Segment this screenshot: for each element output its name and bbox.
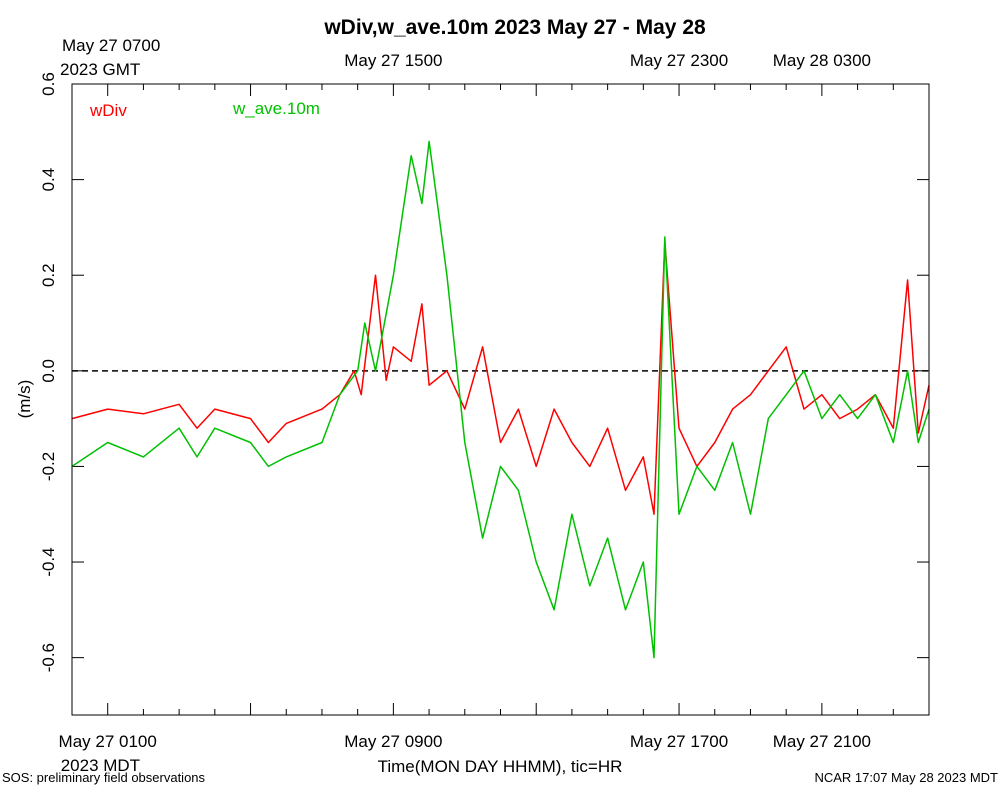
legend-w-ave-10m: w_ave.10m — [232, 99, 320, 118]
series-line-wdiv — [71, 241, 930, 515]
footer-right: NCAR 17:07 May 28 2023 MDT — [814, 770, 998, 785]
x-bottom-tick-label: May 27 0100 — [59, 732, 157, 751]
series-line-w-ave-10m — [71, 140, 930, 659]
footer-left: SOS: preliminary field observations — [2, 770, 206, 785]
top-axis-labels: May 27 1500 May 27 2300 May 28 0300 — [344, 51, 871, 70]
legend-wdiv: wDiv — [89, 101, 127, 120]
x-bottom-tick-label: May 27 2100 — [773, 732, 871, 751]
y-tick-label: 0.0 — [39, 359, 58, 383]
y-tick-label: -0.4 — [39, 547, 58, 576]
y-tick-label: -0.6 — [39, 643, 58, 672]
x-top-tick-label: May 27 1500 — [344, 51, 442, 70]
x-axis-label: Time(MON DAY HHMM), tic=HR — [378, 757, 623, 776]
top-corner-label-line2: 2023 GMT — [60, 60, 140, 79]
y-tick-label: 0.4 — [39, 168, 58, 192]
y-tick-label: 0.2 — [39, 263, 58, 287]
top-corner-label-line1: May 27 0700 — [62, 36, 160, 55]
plot-frame — [71, 83, 930, 716]
y-axis: -0.6 -0.4 -0.2 0.0 0.2 0.4 0.6 — [39, 72, 929, 672]
y-tick-label: -0.2 — [39, 452, 58, 481]
x-bottom-sublabel: 2023 MDT — [61, 756, 140, 775]
bottom-axis-labels: May 27 0100 May 27 0900 May 27 1700 May 27 … — [59, 732, 871, 775]
y-tick-label: 0.6 — [39, 72, 58, 96]
chart-title: wDiv,w_ave.10m 2023 May 27 - May 28 — [323, 16, 706, 39]
x-bottom-tick-label: May 27 0900 — [344, 732, 442, 751]
x-bottom-tick-label: May 27 1700 — [630, 732, 728, 751]
x-top-tick-label: May 28 0300 — [773, 51, 871, 70]
x-top-tick-label: May 27 2300 — [630, 51, 728, 70]
x-axis-ticks — [71, 84, 930, 715]
y-axis-label: (m/s) — [15, 380, 34, 419]
series-layer — [71, 140, 930, 659]
